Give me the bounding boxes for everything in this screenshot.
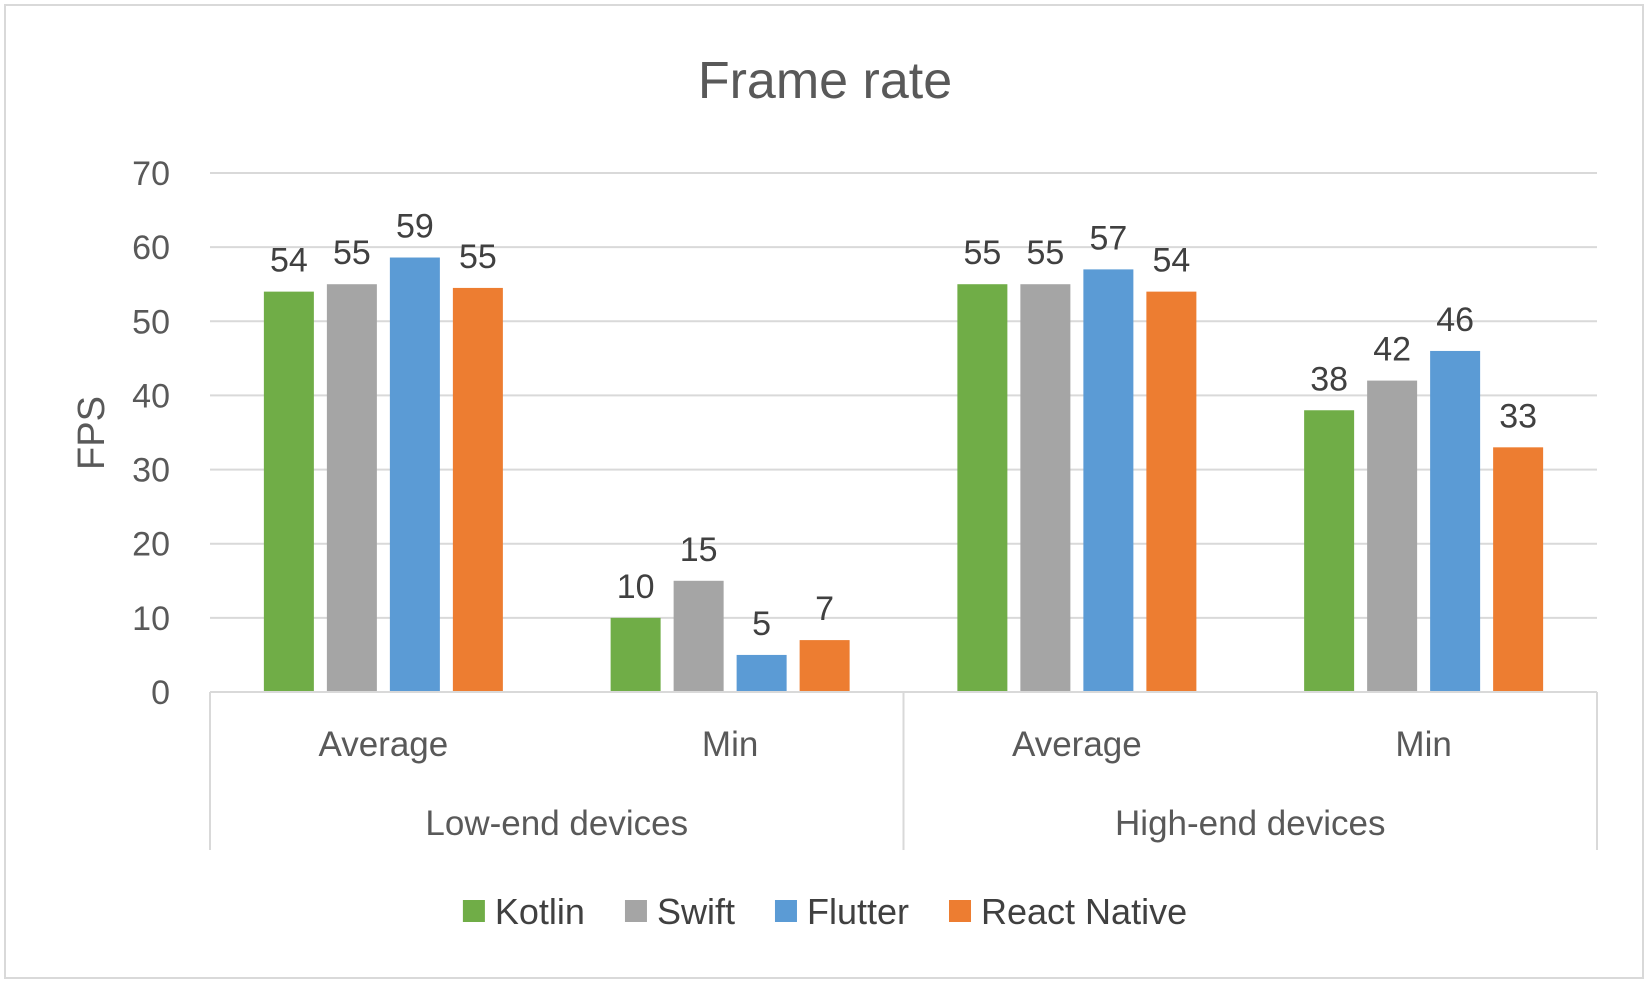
- legend-item-react-native: React Native: [949, 891, 1187, 932]
- legend-swatch: [462, 900, 485, 922]
- data-label: 54: [270, 242, 308, 280]
- bar-react-native: [799, 640, 850, 692]
- data-label: 33: [1499, 397, 1537, 435]
- legend-item-swift: Swift: [624, 891, 735, 932]
- data-label: 55: [963, 234, 1001, 272]
- y-axis-label: FPS: [71, 396, 113, 470]
- bar-swift: [1367, 380, 1418, 692]
- bar-react-native: [1493, 447, 1544, 692]
- bar-kotlin: [263, 291, 314, 692]
- legend-item-kotlin: Kotlin: [462, 891, 585, 932]
- bar-react-native: [1146, 291, 1197, 692]
- legend-swatch: [624, 900, 647, 922]
- y-tick-label: 50: [132, 303, 170, 341]
- bar-swift: [673, 580, 724, 692]
- y-tick-label: 30: [132, 452, 170, 490]
- bar-flutter: [736, 654, 787, 692]
- bar-flutter: [389, 257, 440, 692]
- bar-swift: [1020, 284, 1071, 692]
- group-label: High-end devices: [1115, 804, 1385, 843]
- bar-flutter: [1430, 350, 1481, 692]
- bar-kotlin: [957, 284, 1008, 692]
- bar-flutter: [1083, 269, 1134, 692]
- bar-swift: [326, 284, 377, 692]
- group-label: Low-end devices: [425, 804, 688, 843]
- gridlines: [210, 172, 1597, 619]
- x-tick-label: Average: [319, 725, 449, 764]
- data-label: 55: [459, 238, 497, 276]
- legend-label: Swift: [657, 891, 735, 932]
- data-label: 38: [1310, 360, 1348, 398]
- data-label: 55: [333, 234, 371, 272]
- data-label: 42: [1373, 331, 1411, 369]
- bar-react-native: [452, 287, 503, 692]
- data-label: 55: [1026, 234, 1064, 272]
- y-tick-label: 20: [132, 526, 170, 564]
- data-label: 7: [815, 590, 834, 628]
- y-tick-label: 60: [132, 229, 170, 267]
- bar-kotlin: [1304, 410, 1355, 692]
- data-label: 46: [1436, 301, 1474, 339]
- y-tick-label: 0: [151, 674, 170, 712]
- legend-swatch: [949, 900, 972, 922]
- data-label: 57: [1089, 219, 1127, 257]
- legend: Kotlin Swift Flutter React Native: [462, 891, 1187, 932]
- legend-label: React Native: [981, 891, 1187, 932]
- x-tick-label: Min: [702, 725, 758, 764]
- data-label: 5: [752, 605, 771, 643]
- y-tick-label: 10: [132, 600, 170, 638]
- data-label: 54: [1152, 242, 1190, 280]
- axes: 0 10 20 30 40 50 60 70 Average Min Average Min Low-e…: [132, 155, 1598, 850]
- x-tick-label: Average: [1012, 725, 1142, 764]
- data-label: 59: [396, 208, 434, 246]
- x-tick-label: Min: [1395, 725, 1451, 764]
- data-label: 15: [680, 531, 718, 569]
- data-label: 10: [617, 568, 655, 606]
- legend-item-flutter: Flutter: [774, 891, 909, 932]
- y-tick-label: 70: [132, 155, 170, 193]
- legend-label: Flutter: [807, 891, 909, 932]
- bar-kotlin: [610, 617, 661, 692]
- chart-title: Frame rate: [698, 52, 952, 110]
- legend-swatch: [774, 900, 797, 922]
- legend-label: Kotlin: [495, 891, 585, 932]
- y-tick-label: 40: [132, 377, 170, 415]
